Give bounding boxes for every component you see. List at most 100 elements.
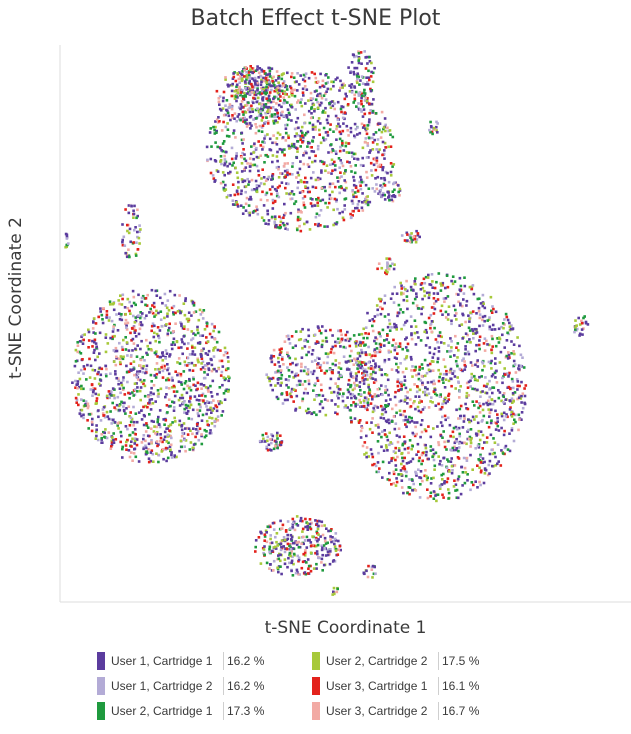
scatter-point [475, 415, 478, 418]
scatter-point [126, 354, 129, 357]
scatter-point [331, 369, 334, 372]
scatter-point [449, 434, 452, 438]
legend-divider [223, 677, 224, 695]
scatter-point [497, 341, 501, 344]
scatter-point [398, 342, 402, 345]
scatter-point [353, 357, 356, 361]
scatter-point [456, 477, 460, 481]
scatter-point [145, 314, 148, 317]
scatter-point [345, 368, 349, 371]
scatter-point [193, 353, 197, 356]
scatter-point [392, 482, 395, 485]
scatter-point [270, 359, 274, 362]
scatter-point [266, 106, 270, 109]
scatter-point [245, 70, 248, 74]
scatter-point [352, 193, 355, 197]
scatter-point [370, 452, 374, 456]
scatter-point [164, 419, 168, 422]
scatter-point [148, 401, 151, 404]
scatter-point [424, 443, 427, 447]
scatter-point [485, 421, 489, 424]
scatter-point [170, 456, 174, 459]
scatter-point [381, 168, 384, 172]
scatter-point [120, 381, 123, 385]
scatter-point [230, 146, 234, 150]
scatter-point [148, 341, 152, 345]
scatter-point [334, 363, 337, 367]
scatter-point [224, 377, 227, 381]
scatter-point [261, 148, 264, 151]
scatter-point [279, 220, 283, 224]
scatter-point [320, 557, 324, 561]
scatter-point [287, 111, 291, 115]
scatter-point [402, 292, 405, 295]
scatter-point [442, 372, 446, 376]
scatter-point [296, 554, 299, 558]
scatter-point [393, 285, 396, 289]
scatter-point [248, 82, 252, 85]
scatter-point [149, 373, 153, 377]
scatter-point [460, 323, 464, 326]
scatter-point [89, 388, 93, 391]
scatter-point [344, 180, 348, 184]
scatter-point [291, 346, 295, 349]
scatter-point [373, 349, 376, 353]
scatter-point [370, 568, 374, 571]
scatter-point [260, 216, 264, 219]
scatter-point [277, 570, 280, 574]
scatter-point [307, 350, 310, 354]
scatter-point [403, 239, 407, 242]
scatter-point [488, 395, 491, 399]
scatter-point [123, 401, 126, 405]
scatter-point [491, 402, 495, 406]
scatter-point [520, 418, 523, 421]
scatter-point [270, 192, 273, 196]
scatter-point [376, 308, 379, 312]
scatter-point [249, 195, 252, 199]
scatter-point [266, 101, 270, 104]
scatter-point [367, 187, 371, 190]
scatter-point [212, 125, 215, 129]
scatter-point [412, 401, 415, 405]
scatter-point [141, 294, 145, 298]
scatter-point [463, 363, 467, 367]
scatter-point [310, 412, 314, 416]
scatter-point [417, 459, 421, 463]
scatter-point [295, 156, 299, 159]
scatter-point [291, 361, 294, 365]
scatter-point [308, 522, 312, 526]
scatter-point [359, 366, 362, 370]
scatter-point [108, 300, 112, 303]
scatter-point [379, 165, 382, 168]
scatter-point [125, 328, 129, 331]
scatter-point [119, 294, 122, 297]
scatter-point [189, 441, 193, 444]
scatter-point [241, 73, 244, 77]
scatter-point [292, 400, 295, 403]
scatter-point [276, 192, 279, 195]
scatter-point [331, 162, 335, 166]
scatter-point [386, 478, 390, 481]
scatter-point [307, 567, 310, 570]
scatter-point [254, 93, 258, 97]
scatter-point [319, 331, 323, 335]
scatter-point [365, 132, 369, 136]
scatter-point [481, 315, 485, 319]
scatter-point [387, 195, 391, 199]
scatter-point [299, 229, 303, 233]
scatter-point [286, 108, 290, 111]
scatter-point [386, 325, 390, 329]
scatter-point [446, 400, 449, 403]
scatter-point [149, 427, 153, 430]
scatter-point [377, 394, 380, 397]
scatter-point [316, 100, 319, 104]
scatter-point [401, 311, 405, 314]
scatter-point [172, 337, 176, 341]
scatter-point [392, 450, 396, 453]
scatter-point [391, 344, 394, 347]
scatter-point [307, 99, 310, 102]
scatter-point [510, 410, 513, 414]
scatter-point [297, 173, 301, 177]
scatter-point [454, 489, 457, 492]
scatter-point [277, 356, 280, 360]
